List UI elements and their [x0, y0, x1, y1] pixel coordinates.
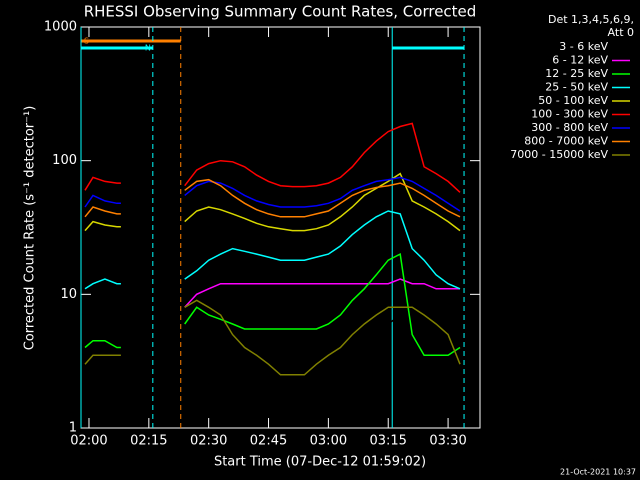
series-line — [84, 122, 461, 193]
y-tick-label: 10 — [60, 287, 77, 302]
series-line — [84, 313, 461, 419]
plot-frame — [80, 26, 481, 429]
x-tick-label: 02:15 — [130, 434, 167, 449]
legend-label: 6 - 12 keV — [552, 54, 608, 67]
x-tick-label: 03:00 — [310, 434, 347, 449]
legend-label: 300 - 800 keV — [531, 121, 608, 134]
x-tick-label: 03:15 — [369, 434, 406, 449]
chart-title: RHESSI Observing Summary Count Rates, Co… — [84, 3, 477, 21]
x-axis-label: Start Time (07-Dec-12 01:59:02) — [214, 455, 426, 470]
footer: 21-Oct-2021 10:37 — [560, 468, 636, 477]
x-tick-label: 02:45 — [250, 434, 287, 449]
legend-label: 25 - 50 keV — [545, 81, 608, 94]
legend-label: 100 - 300 keV — [531, 108, 608, 121]
legend-label: 7000 - 15000 keV — [510, 148, 608, 161]
legend-label: 800 - 7000 keV — [524, 135, 608, 148]
legend-title: Det 1,3,4,5,6,9, — [548, 13, 634, 26]
x-tick-label: 02:30 — [190, 434, 227, 449]
x-tick-label: 02:00 — [70, 434, 107, 449]
flag-label: S — [84, 37, 89, 46]
y-tick-label: 1000 — [44, 20, 77, 35]
y-tick-label: 100 — [52, 153, 77, 168]
y-tick-label: 1 — [69, 421, 77, 436]
series-line — [184, 278, 460, 308]
series-line — [84, 252, 461, 357]
series-line — [84, 172, 461, 232]
legend-title: Att 0 — [608, 26, 634, 39]
series-line — [84, 299, 461, 376]
legend-label: 50 - 100 keV — [538, 94, 608, 107]
x-tick-label: 03:30 — [429, 434, 466, 449]
legend-label: 3 - 6 keV — [559, 40, 608, 53]
y-axis-label: Corrected Count Rate (s⁻¹ detector⁻¹) — [23, 106, 38, 351]
legend-label: 12 - 25 keV — [545, 67, 608, 80]
series-line — [84, 176, 461, 212]
flag-label: N — [145, 44, 151, 53]
series-line — [84, 178, 461, 218]
series-line — [84, 210, 461, 290]
